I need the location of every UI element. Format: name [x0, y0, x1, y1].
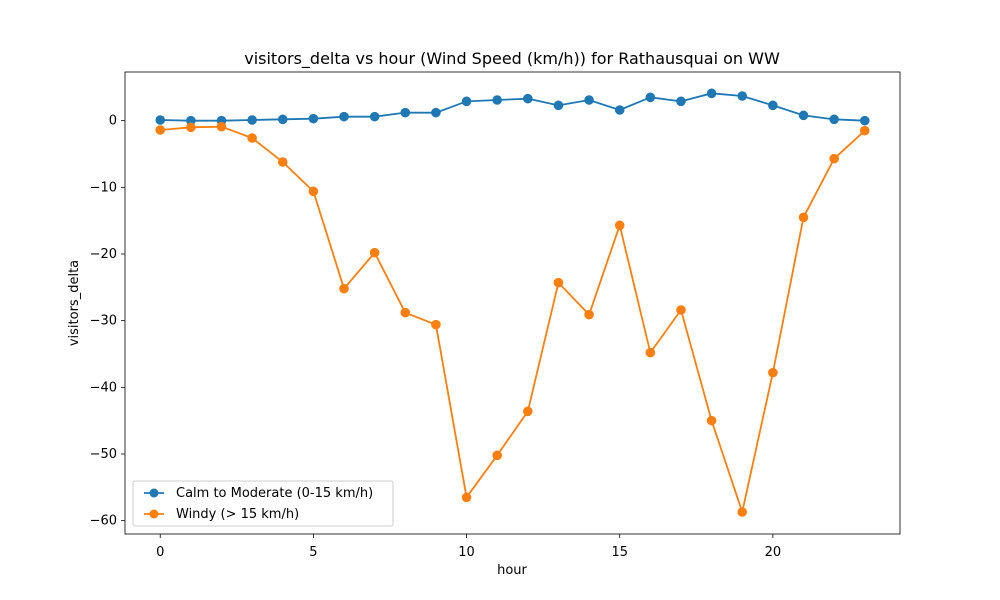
data-point-1-15 [614, 220, 625, 231]
data-point-1-8 [400, 307, 411, 318]
data-point-1-18 [706, 415, 717, 426]
legend-label-calm: Calm to Moderate (0-15 km/h) [176, 486, 373, 501]
data-point-0-5 [308, 113, 319, 124]
data-point-0-15 [614, 105, 625, 115]
data-point-0-1 [186, 115, 196, 126]
data-point-0-18 [706, 88, 717, 99]
data-point-1-20 [768, 367, 778, 378]
legend: Calm to Moderate (0-15 km/h) Windy (> 15… [132, 480, 394, 527]
data-point-1-14 [584, 309, 594, 320]
data-point-0-7 [369, 111, 380, 122]
legend-box [132, 480, 394, 527]
data-point-1-23 [859, 125, 870, 136]
plot-background [125, 72, 900, 534]
x-tick-label: 5 [309, 545, 317, 560]
data-point-0-12 [523, 93, 533, 104]
data-point-1-19 [737, 507, 748, 517]
data-point-0-6 [339, 111, 349, 122]
data-point-0-19 [737, 91, 748, 101]
series-line-1 [160, 125, 866, 516]
data-point-1-7 [369, 247, 380, 258]
legend-marker-windy [149, 509, 159, 519]
series-line-0 [160, 92, 865, 122]
data-point-0-13 [553, 100, 564, 111]
y-tick-label: −30 [90, 314, 117, 329]
x-axis-label: hour [497, 563, 527, 578]
data-point-1-21 [798, 212, 809, 223]
data-point-1-10 [461, 492, 472, 503]
y-tick-label: −40 [90, 380, 117, 395]
data-point-0-10 [461, 96, 472, 107]
y-tick-label: −10 [90, 180, 117, 195]
x-tick-labels: 0 5 10 15 20 [156, 545, 781, 560]
data-point-0-20 [768, 100, 778, 111]
y-tick-label: −60 [90, 514, 117, 529]
data-point-1-9 [431, 319, 441, 330]
data-point-1-16 [645, 347, 656, 358]
y-tick-label: 0 [109, 114, 117, 129]
data-point-0-11 [492, 95, 502, 105]
data-point-0-14 [584, 95, 594, 105]
data-point-0-17 [676, 96, 686, 107]
data-point-0-4 [277, 114, 288, 125]
plot-frame [124, 71, 901, 535]
legend-label-windy: Windy (> 15 km/h) [176, 507, 299, 522]
data-point-0-0 [155, 115, 166, 125]
data-point-1-17 [676, 305, 686, 315]
chart-title: visitors_delta vs hour (Wind Speed (km/h… [244, 49, 780, 69]
data-point-1-13 [553, 277, 564, 288]
data-point-1-5 [308, 186, 319, 197]
legend-marker-calm [149, 488, 159, 498]
data-point-0-9 [431, 107, 441, 118]
data-point-1-11 [492, 450, 502, 461]
plot-area [125, 72, 900, 534]
y-axis-label: visitors_delta [67, 260, 82, 346]
tick-marks [121, 120, 774, 538]
y-tick-label: −20 [90, 247, 117, 262]
x-tick-label: 20 [765, 545, 782, 560]
x-tick-label: 15 [611, 545, 628, 560]
data-point-1-6 [339, 283, 349, 294]
series-1 [155, 121, 870, 517]
data-point-1-12 [523, 406, 533, 417]
data-point-1-1 [186, 122, 196, 133]
axes [124, 71, 901, 535]
data-point-1-0 [155, 125, 166, 135]
data-point-1-3 [247, 133, 257, 143]
data-point-0-16 [645, 92, 656, 103]
data-point-1-2 [216, 121, 227, 132]
series-0 [155, 88, 870, 126]
data-point-0-21 [798, 110, 809, 121]
data-point-0-8 [400, 107, 411, 118]
y-tick-label: −50 [90, 447, 117, 462]
data-series [155, 88, 870, 517]
x-tick-label: 0 [156, 545, 164, 560]
data-point-0-3 [247, 115, 257, 125]
data-point-1-4 [277, 157, 288, 167]
data-point-0-22 [829, 114, 839, 125]
x-tick-label: 10 [458, 545, 475, 560]
y-tick-labels: 0 −10 −20 −30 −40 −50 −60 [90, 114, 117, 529]
data-point-0-23 [859, 115, 870, 126]
data-point-1-22 [829, 153, 839, 164]
